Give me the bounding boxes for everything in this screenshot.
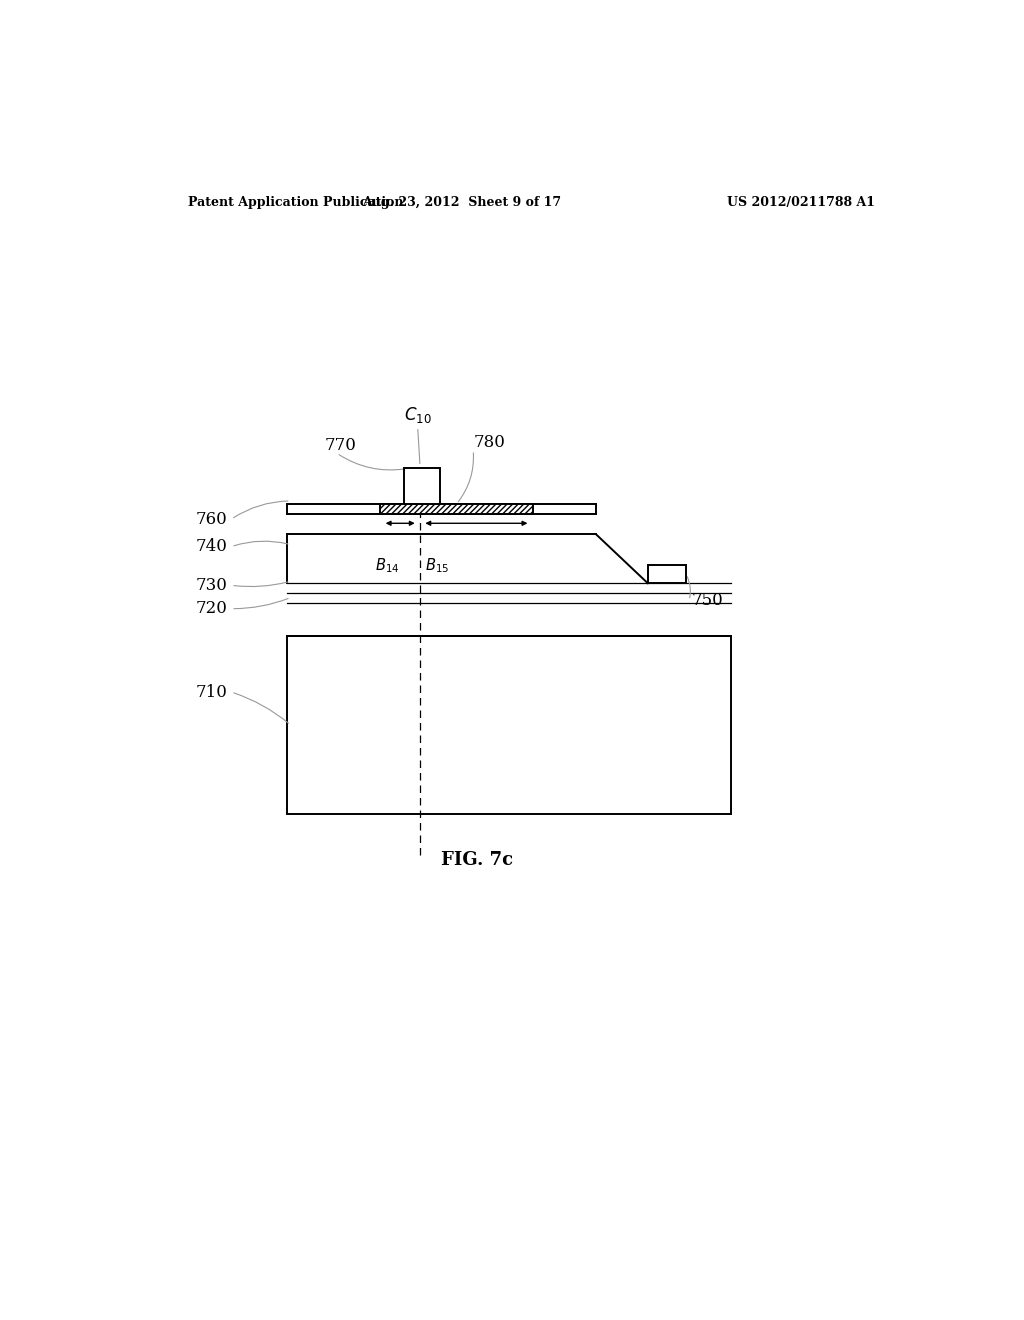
Text: 730: 730: [196, 577, 227, 594]
Text: Aug. 23, 2012  Sheet 9 of 17: Aug. 23, 2012 Sheet 9 of 17: [361, 195, 561, 209]
Text: 770: 770: [325, 437, 356, 454]
Text: 710: 710: [196, 684, 227, 701]
Bar: [648, 565, 686, 583]
Text: 740: 740: [196, 539, 227, 556]
Text: FIG. 7c: FIG. 7c: [441, 850, 513, 869]
Text: 750: 750: [691, 593, 723, 609]
Bar: [404, 469, 440, 504]
Text: $B_{14}$: $B_{14}$: [375, 556, 399, 574]
Text: 780: 780: [473, 434, 505, 451]
Text: US 2012/0211788 A1: US 2012/0211788 A1: [727, 195, 876, 209]
Bar: [287, 636, 731, 814]
Text: $C_{10}$: $C_{10}$: [403, 405, 431, 425]
Text: $B_{15}$: $B_{15}$: [425, 556, 450, 574]
Text: 720: 720: [196, 601, 227, 618]
Text: Patent Application Publication: Patent Application Publication: [187, 195, 403, 209]
Text: 760: 760: [196, 511, 227, 528]
Bar: [380, 504, 532, 515]
